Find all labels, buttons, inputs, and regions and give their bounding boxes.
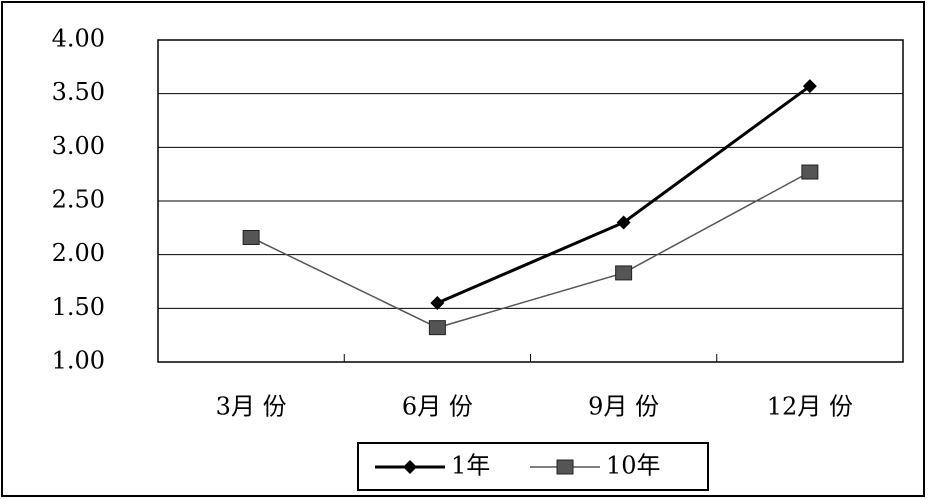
x-tick-label: 3月 份 xyxy=(216,393,287,421)
x-tick-label: 12月 份 xyxy=(767,393,853,421)
y-tick-label: 1.00 xyxy=(52,347,105,375)
legend-label: 1年 xyxy=(451,452,490,480)
point xyxy=(242,229,260,245)
y-tick-label: 3.00 xyxy=(52,132,105,160)
point xyxy=(430,295,445,310)
y-tick-label: 3.50 xyxy=(52,78,105,106)
legend-label: 10年 xyxy=(606,452,661,480)
y-tick-label: 4.00 xyxy=(52,25,105,53)
point xyxy=(403,460,417,474)
point xyxy=(615,265,633,281)
x-tick-label: 9月 份 xyxy=(588,393,659,421)
y-tick-label: 2.50 xyxy=(52,186,105,214)
series-line xyxy=(250,171,811,329)
y-tick-label: 2.00 xyxy=(52,239,105,267)
point xyxy=(802,79,817,94)
point xyxy=(428,320,446,336)
y-tick-label: 1.50 xyxy=(52,293,105,321)
point xyxy=(801,164,819,180)
point xyxy=(616,215,631,230)
x-tick-label: 6月 份 xyxy=(402,393,473,421)
point xyxy=(556,459,574,475)
